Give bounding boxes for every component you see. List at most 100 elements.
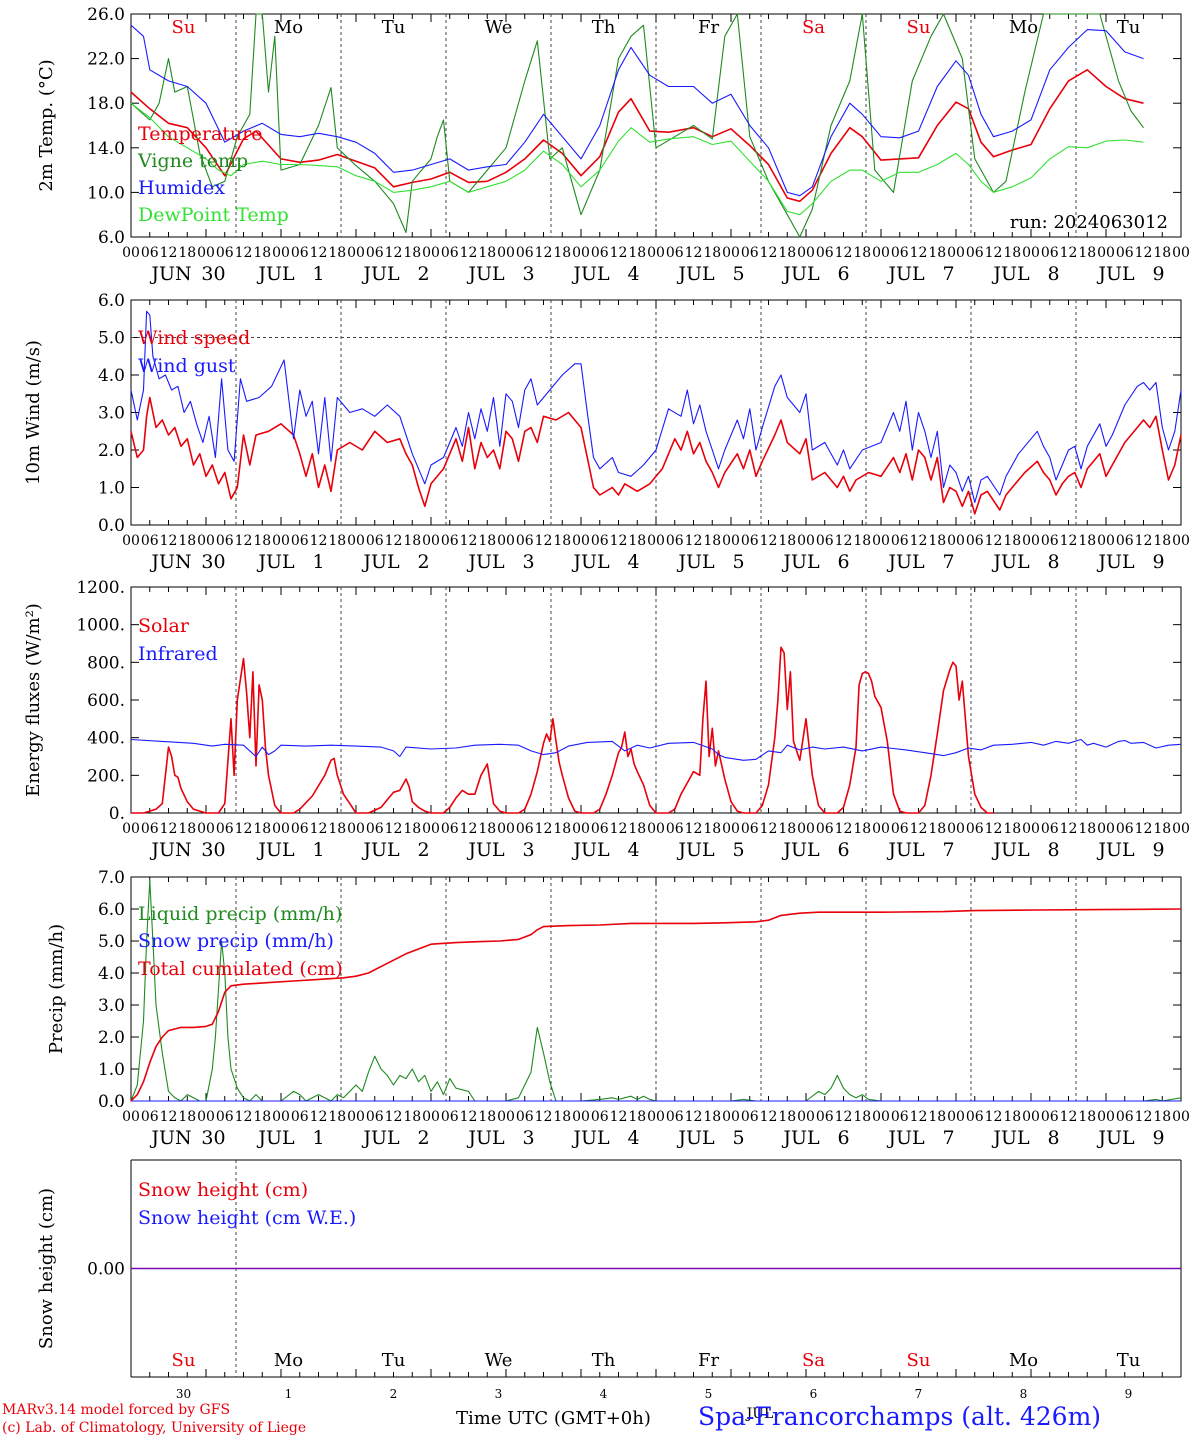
day-number-label: 6 [810, 1387, 818, 1401]
hour-tick-label: 00 [722, 1109, 740, 1125]
y-tick-label: 6.0 [98, 228, 125, 248]
y-tick-label: 10.0 [87, 183, 125, 203]
hour-tick-label: 06 [1116, 533, 1134, 549]
hour-tick-label: 18 [1153, 1109, 1171, 1125]
hour-tick-label: 18 [253, 1109, 271, 1125]
hour-tick-label: 06 [591, 821, 609, 837]
hour-tick-label: 00 [197, 533, 215, 549]
hour-tick-label: 00 [722, 245, 740, 261]
hour-tick-label: 18 [178, 533, 196, 549]
series-line-wind-speed [130, 396, 1182, 515]
legend-entry: Total cumulated (cm) [138, 958, 343, 980]
weekday-label: Th [592, 17, 616, 38]
hour-tick-label: 00 [497, 245, 515, 261]
hour-tick-label: 06 [216, 1109, 234, 1125]
hour-tick-label: 06 [666, 1109, 684, 1125]
hour-tick-label: 12 [760, 245, 778, 261]
hour-tick-label: 12 [685, 821, 703, 837]
month-label: JUL [745, 1406, 774, 1422]
hour-tick-label: 18 [1003, 821, 1021, 837]
hour-tick-label: 18 [778, 533, 796, 549]
hour-tick-label: 00 [122, 245, 140, 261]
date-month-label: JUL [1096, 1127, 1135, 1149]
date-day-label: 3 [522, 263, 534, 285]
weekday-label: Fr [698, 17, 719, 38]
hour-tick-label: 06 [366, 245, 384, 261]
day-number-label: 7 [915, 1387, 923, 1401]
hour-tick-label: 06 [291, 245, 309, 261]
date-day-label: 3 [522, 839, 534, 861]
hour-tick-label: 18 [178, 1109, 196, 1125]
hour-tick-label: 00 [497, 533, 515, 549]
date-month-label: JUL [886, 839, 925, 861]
hour-tick-label: 18 [328, 1109, 346, 1125]
date-day-label: 2 [417, 551, 429, 573]
weekday-label: Su [172, 1350, 196, 1371]
y-tick-label: 4.0 [98, 964, 125, 984]
weekday-label: We [485, 1350, 513, 1371]
date-month-label: JUN [149, 839, 191, 861]
hour-tick-label: 06 [591, 1109, 609, 1125]
weekday-label: Mo [1009, 1350, 1038, 1371]
hour-tick-label: 18 [1078, 245, 1096, 261]
date-month-label: JUL [676, 551, 715, 573]
date-day-label: 4 [627, 1127, 639, 1149]
day-number-label: 3 [495, 1387, 503, 1401]
hour-tick-label: 00 [947, 821, 965, 837]
hour-tick-label: 00 [647, 533, 665, 549]
weekday-label: Fr [698, 1350, 719, 1371]
hour-tick-label: 18 [1153, 245, 1171, 261]
date-month-label: JUL [361, 839, 400, 861]
hour-tick-label: 00 [122, 821, 140, 837]
hour-tick-label: 12 [1135, 1109, 1153, 1125]
hour-tick-label: 12 [310, 533, 328, 549]
hour-tick-label: 12 [985, 245, 1003, 261]
date-month-label: JUL [571, 551, 610, 573]
hour-tick-label: 00 [872, 821, 890, 837]
date-day-label: 7 [942, 839, 954, 861]
hour-tick-label: 18 [253, 245, 271, 261]
series-line-solar [131, 646, 994, 814]
hour-tick-label: 12 [160, 245, 178, 261]
hour-tick-label: 00 [1097, 821, 1115, 837]
weekday-label: Tu [382, 17, 406, 38]
hour-tick-label: 12 [310, 821, 328, 837]
hour-tick-label: 12 [535, 533, 553, 549]
day-number-label: 1 [285, 1387, 293, 1401]
series-line-vigne-temp [130, 13, 1144, 238]
hour-tick-label: 06 [741, 533, 759, 549]
hour-tick-label: 00 [1172, 533, 1190, 549]
weekday-label: Su [172, 17, 196, 38]
hour-tick-label: 00 [497, 1109, 515, 1125]
hour-tick-label: 00 [647, 245, 665, 261]
weekday-label: Sa [802, 1350, 825, 1371]
date-month-label: JUL [991, 1127, 1030, 1149]
hour-tick-label: 06 [1041, 245, 1059, 261]
hour-tick-label: 18 [403, 1109, 421, 1125]
hour-tick-label: 18 [853, 1109, 871, 1125]
hour-tick-label: 18 [253, 821, 271, 837]
date-day-label: 4 [627, 263, 639, 285]
date-day-label: 6 [837, 1127, 849, 1149]
hour-tick-label: 00 [1022, 533, 1040, 549]
hour-tick-label: 18 [553, 245, 571, 261]
weekday-label: Mo [1009, 17, 1038, 38]
hour-tick-label: 06 [366, 533, 384, 549]
date-month-label: JUN [149, 263, 191, 285]
hour-tick-label: 00 [1172, 245, 1190, 261]
date-day-label: 9 [1152, 1127, 1164, 1149]
date-month-label: JUL [571, 839, 610, 861]
hour-tick-label: 18 [853, 245, 871, 261]
y-tick-label: 22.0 [87, 50, 125, 70]
hour-tick-label: 12 [385, 245, 403, 261]
hour-tick-label: 00 [1097, 533, 1115, 549]
hour-tick-label: 18 [778, 245, 796, 261]
date-month-label: JUL [571, 263, 610, 285]
date-month-label: JUL [991, 263, 1030, 285]
hour-tick-label: 06 [891, 245, 909, 261]
hour-tick-label: 00 [947, 533, 965, 549]
hour-tick-label: 12 [460, 245, 478, 261]
date-month-label: JUL [466, 551, 505, 573]
hour-tick-label: 06 [741, 821, 759, 837]
hour-tick-label: 18 [253, 533, 271, 549]
